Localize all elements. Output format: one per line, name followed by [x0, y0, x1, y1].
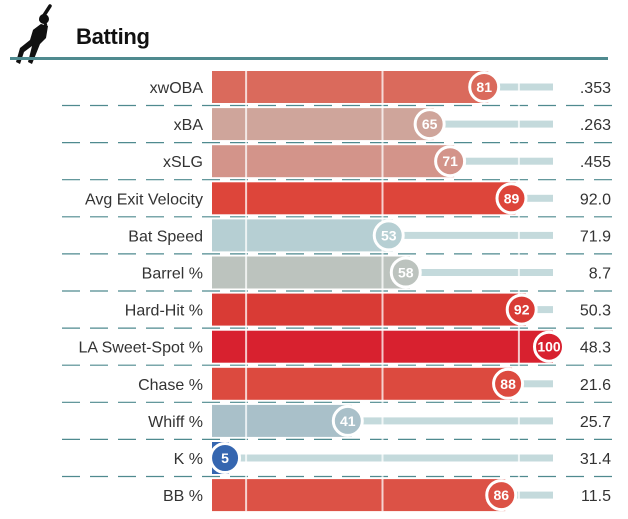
row-value: .263	[580, 117, 611, 134]
row-value: 21.6	[580, 377, 611, 394]
row-label: Whiff %	[148, 414, 203, 431]
track-10	[229, 454, 554, 462]
bar-8	[212, 367, 513, 400]
track-4	[392, 231, 553, 239]
row-label: BB %	[163, 488, 203, 505]
batter-silhouette-icon	[16, 4, 52, 64]
row-label: Avg Exit Velocity	[85, 191, 203, 208]
percentile-circle	[505, 293, 538, 326]
percentile-label: 71	[442, 153, 458, 169]
row-label: xSLG	[163, 154, 203, 171]
percentile-circle	[485, 479, 518, 512]
row-value: 11.5	[581, 488, 611, 505]
bar-0	[212, 71, 489, 103]
percentile-label: 81	[476, 79, 492, 95]
row-value: 71.9	[580, 228, 611, 245]
percentile-circle	[468, 71, 501, 103]
bar-11	[212, 479, 506, 512]
bar-1	[212, 108, 434, 141]
section-header: Batting	[0, 0, 628, 66]
row-value: 25.7	[580, 414, 611, 431]
bar-5	[212, 256, 410, 289]
row-value: 48.3	[580, 340, 611, 357]
track-0	[488, 83, 553, 91]
row-label: Chase %	[138, 377, 203, 394]
percentile-label: 53	[381, 227, 397, 243]
percentile-circle	[209, 442, 242, 474]
bar-9	[212, 404, 352, 437]
track-8	[512, 380, 553, 388]
row-label: LA Sweet-Spot %	[78, 340, 203, 357]
row-value: 8.7	[589, 266, 611, 283]
row-label: Bat Speed	[128, 228, 203, 245]
percentile-circle	[389, 256, 422, 289]
section-title: Batting	[76, 24, 150, 49]
percentile-circle	[495, 182, 528, 215]
row-value: .455	[580, 154, 611, 171]
track-1	[433, 120, 553, 128]
row-label: xBA	[174, 117, 204, 134]
track-3	[515, 194, 553, 202]
percentile-label: 89	[504, 190, 520, 206]
row-label: K %	[174, 451, 203, 468]
percentile-circle	[331, 404, 364, 437]
percentile-label: 92	[514, 302, 530, 318]
row-label: xwOBA	[150, 80, 204, 97]
percentile-label: 86	[493, 487, 509, 503]
row-value: 31.4	[580, 451, 611, 468]
row-value: 92.0	[580, 191, 611, 208]
percentile-label: 88	[500, 376, 516, 392]
track-2	[454, 157, 553, 165]
percentile-circle	[533, 330, 565, 363]
row-label: Barrel %	[142, 266, 203, 283]
bar-2	[212, 145, 455, 178]
percentile-circle	[413, 108, 446, 141]
track-6	[525, 306, 553, 314]
bar-3	[212, 182, 516, 215]
bar-6	[212, 293, 526, 326]
track-5	[409, 269, 553, 276]
percentile-label: 41	[340, 413, 356, 429]
title-underline	[10, 57, 608, 60]
percentile-label: 100	[537, 339, 561, 355]
percentile-label: 65	[422, 116, 438, 132]
track-11	[505, 491, 553, 499]
percentile-circle	[372, 219, 405, 252]
percentile-circle	[434, 145, 467, 178]
percentile-circle	[492, 367, 525, 400]
percentile-label: 58	[398, 265, 414, 281]
row-label: Hard-Hit %	[125, 303, 203, 320]
row-value: .353	[580, 80, 611, 97]
bar-4	[212, 219, 393, 252]
percentile-label: 5	[221, 450, 229, 466]
track-9	[351, 417, 553, 425]
row-value: 50.3	[580, 303, 611, 320]
